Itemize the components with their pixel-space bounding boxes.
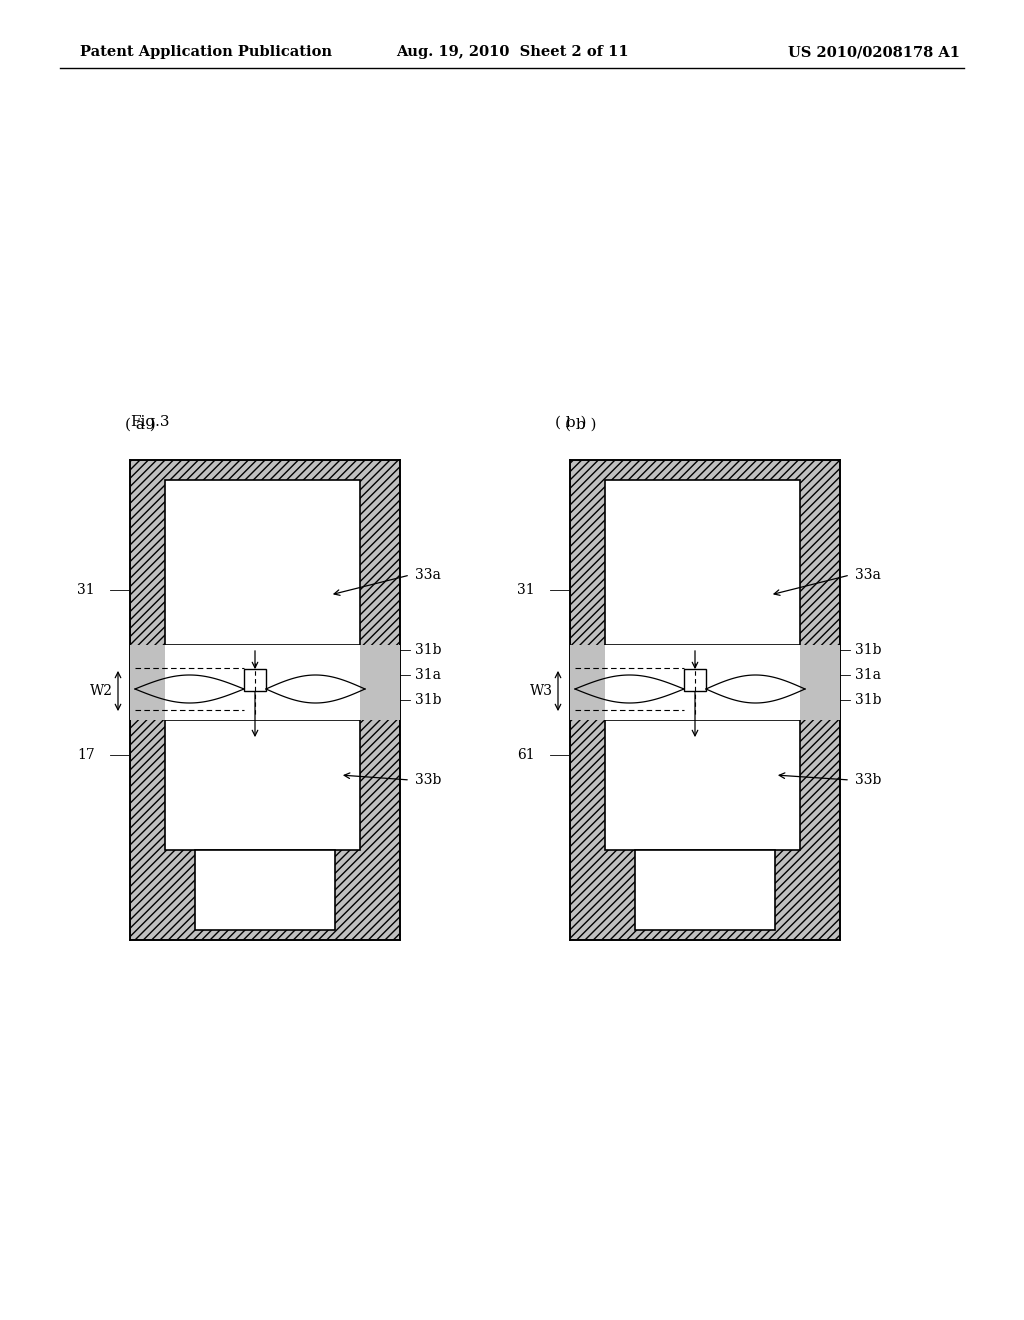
Bar (605, 480, 800, 645)
Bar (605, 719, 800, 850)
Text: Fig.3: Fig.3 (130, 414, 170, 429)
Bar (130, 459, 400, 940)
Bar (165, 719, 360, 850)
Bar (684, 669, 706, 690)
Text: 31: 31 (517, 583, 535, 597)
Bar (635, 850, 775, 931)
Text: 31a: 31a (855, 668, 881, 682)
Text: Aug. 19, 2010  Sheet 2 of 11: Aug. 19, 2010 Sheet 2 of 11 (395, 45, 629, 59)
Bar (195, 850, 335, 931)
Text: W2: W2 (90, 684, 113, 698)
Bar (165, 480, 360, 645)
Text: 61: 61 (517, 748, 535, 762)
Bar (244, 669, 266, 690)
Text: 31b: 31b (415, 643, 441, 657)
Text: 33b: 33b (855, 774, 882, 787)
Bar (360, 645, 400, 719)
Bar (130, 645, 165, 719)
Text: US 2010/0208178 A1: US 2010/0208178 A1 (788, 45, 961, 59)
Text: ( b ): ( b ) (565, 418, 597, 432)
Text: 31b: 31b (415, 693, 441, 708)
Text: 33b: 33b (415, 774, 441, 787)
Bar (570, 645, 605, 719)
Text: ( b ): ( b ) (555, 416, 587, 430)
Text: W3: W3 (530, 684, 553, 698)
Bar (130, 645, 400, 719)
Bar (570, 645, 840, 719)
Text: 31b: 31b (855, 693, 882, 708)
Text: 17: 17 (77, 748, 95, 762)
Text: 31b: 31b (855, 643, 882, 657)
Text: 33a: 33a (855, 568, 881, 582)
Text: 31: 31 (78, 583, 95, 597)
Bar (570, 459, 840, 940)
Text: 33a: 33a (415, 568, 441, 582)
Text: ( a ): ( a ) (125, 418, 156, 432)
Text: 31a: 31a (415, 668, 441, 682)
Text: Patent Application Publication: Patent Application Publication (80, 45, 332, 59)
Bar (800, 645, 840, 719)
